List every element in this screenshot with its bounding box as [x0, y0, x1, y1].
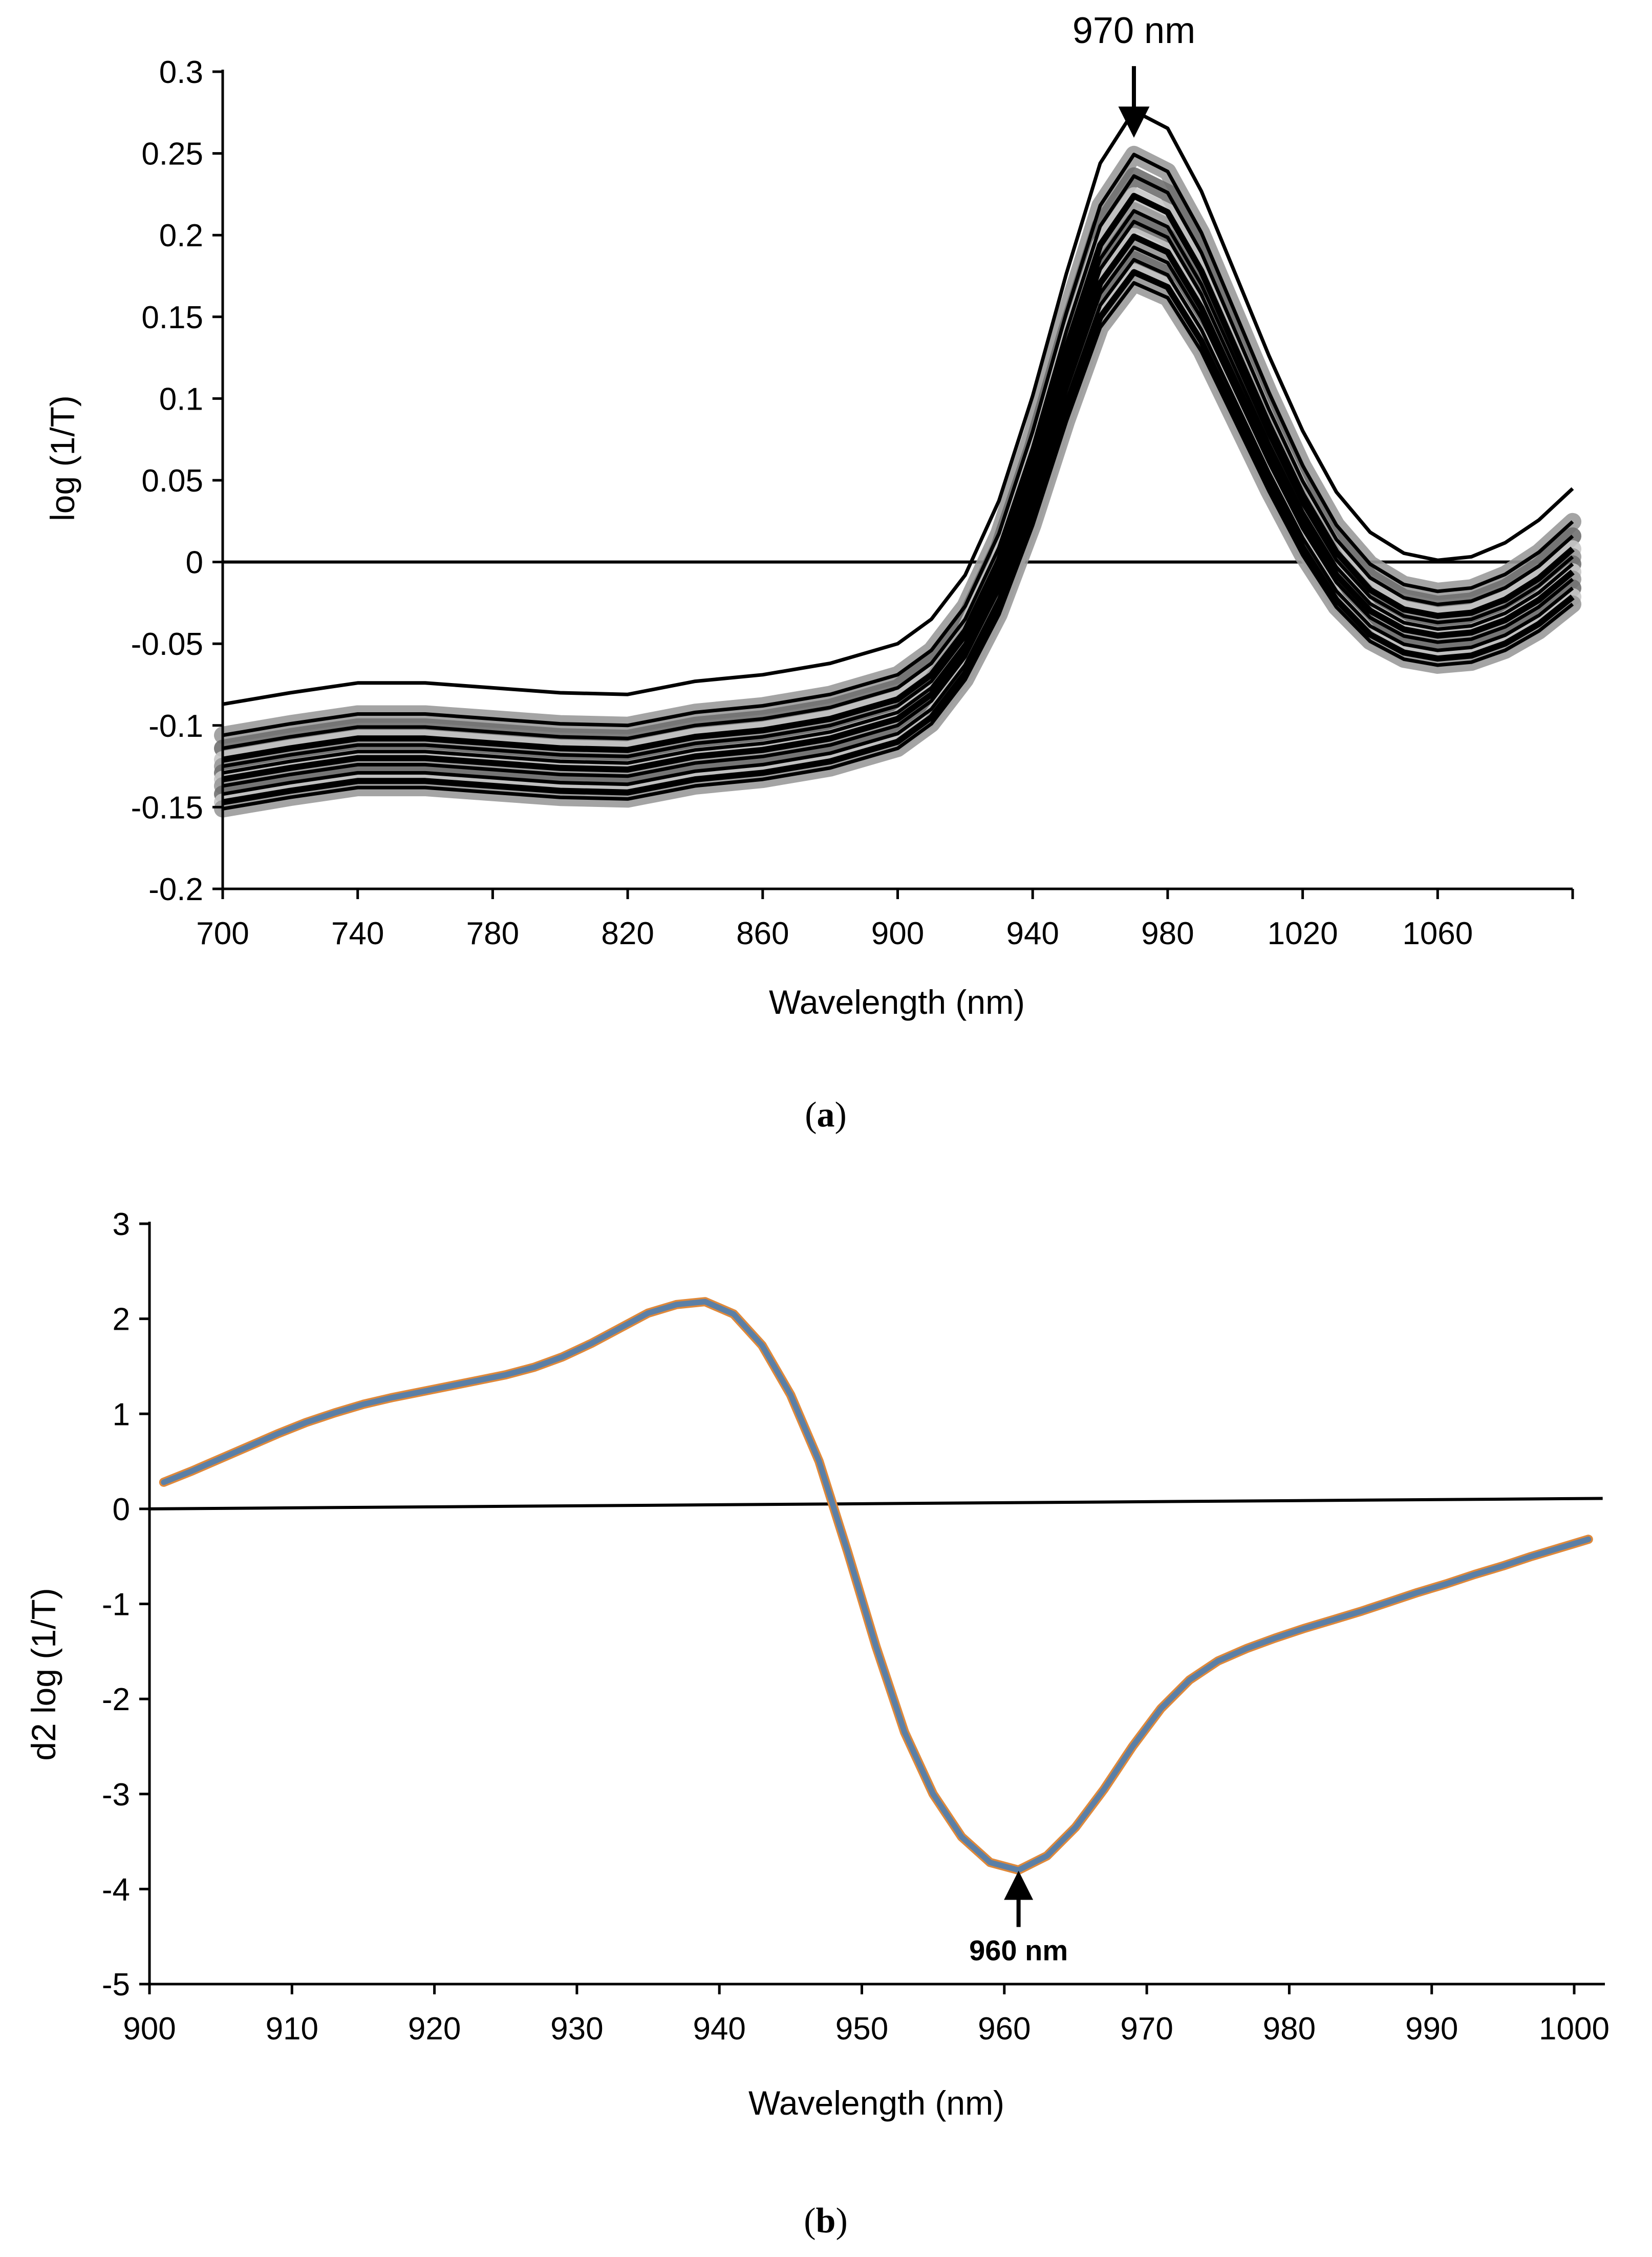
chart-a-series-line-sample-bottom [222, 281, 1574, 811]
chart-b-x-tick-label: 930 [550, 2011, 603, 2047]
chart-b-x-tick-label: 980 [1263, 2011, 1316, 2047]
chart-a-y-tick-label: 0 [186, 545, 203, 581]
chart-b-reference-line-group [149, 1497, 1603, 1510]
chart-a-series-line-sample-08 [222, 245, 1574, 788]
chart-a-y-tick-label: 0.2 [159, 218, 203, 253]
chart-a-y-tick-label: 0.15 [141, 300, 203, 335]
chart-b-annotation-arrow [1004, 1870, 1034, 1927]
chart-a-y-tick-label: -0.1 [148, 709, 203, 744]
caption-b-close: ) [835, 2201, 847, 2241]
chart-b-series-lines [159, 1297, 1593, 1875]
chart-a-series-line-sample-07 [222, 233, 1575, 783]
chart-b-y-tick-label: -2 [102, 1682, 130, 1717]
chart-b-x-tick-label: 990 [1405, 2011, 1458, 2047]
chart-a-series-line-sample-top [222, 109, 1574, 706]
chart-a-y-tick-label: 0.05 [141, 463, 203, 499]
chart-a-x-tick-label: 780 [466, 916, 519, 951]
chart-b-y-tick-label: 3 [113, 1207, 130, 1242]
chart-a-y-tick-label: 0.3 [159, 55, 203, 90]
caption-a-close: ) [835, 1095, 847, 1135]
chart-a-y-tick-label: -0.2 [148, 872, 203, 907]
chart-a-y-tick-label: -0.15 [131, 790, 203, 825]
chart-b-x-tick-label: 1000 [1539, 2011, 1610, 2047]
chart-a-x-tick-label: 860 [736, 916, 789, 951]
chart-a-x-tick-label: 980 [1141, 916, 1194, 951]
chart-b-y-axis-label: d2 log (1/T) [25, 1588, 62, 1760]
chart-a-x-ticks: 700 740 780 820 860 900 940 980 1020 1060 [196, 889, 1574, 951]
chart-b-x-ticks: 900 910 920 930 940 950 960 970 980 990 1000 [123, 1984, 1610, 2047]
chart-a-x-tick-label: 820 [601, 916, 654, 951]
caption-a-letter: a [817, 1095, 835, 1135]
chart-b-y-tick-label: -1 [102, 1587, 130, 1623]
chart-a-series-line-sample-06 [222, 220, 1574, 775]
chart-a-x-axis-label: Wavelength (nm) [769, 983, 1025, 1021]
chart-b-x-tick-label: 950 [835, 2011, 888, 2047]
chart-a-x-tick-label: 940 [1006, 916, 1059, 951]
chart-a-series-lines [222, 109, 1575, 811]
chart-a-y-ticks: -0.2 -0.15 -0.1 -0.05 0 0.05 0.1 0.15 0.2 0.25 0.3 [131, 55, 223, 907]
chart-b-x-tick-label: 940 [693, 2011, 745, 2047]
chart-b-series-line-second-derivative [161, 1298, 1592, 1873]
chart-b-y-tick-label: 2 [113, 1302, 130, 1337]
chart-b-y-tick-label: -5 [102, 1967, 130, 2003]
chart-a-x-tick-label: 1020 [1268, 916, 1338, 951]
chart-a-y-tick-label: -0.05 [131, 627, 203, 662]
chart-a-series-line-sample-03 [222, 174, 1574, 750]
chart-b-x-tick-label: 960 [978, 2011, 1031, 2047]
caption-b-letter: b [816, 2201, 836, 2241]
chart-a-x-tick-label: 740 [331, 916, 384, 951]
chart-a-series-line-sample-05 [222, 209, 1574, 769]
chart-b-y-tick-label: -4 [102, 1872, 130, 1907]
chart-b-x-axis-label: Wavelength (nm) [748, 2084, 1004, 2122]
chart-b-x-tick-label: 900 [123, 2011, 176, 2047]
caption-a-open: ( [805, 1095, 817, 1135]
chart-b-y-tick-label: -3 [102, 1777, 130, 1813]
chart-a-series-line-sample-10 [222, 269, 1575, 805]
chart-a-y-tick-label: 0.1 [159, 381, 203, 417]
chart-b-y-tick-label: 0 [113, 1492, 130, 1527]
chart-a-series-line-sample-02 [222, 153, 1574, 737]
chart-a-caption: (a) [805, 1095, 847, 1135]
chart-a-y-tick-label: 0.25 [141, 137, 203, 172]
chart-b-annotation-960nm: 960 nm [969, 1934, 1068, 1967]
chart-b-x-tick-label: 910 [266, 2011, 318, 2047]
chart-b-x-tick-label: 970 [1120, 2011, 1173, 2047]
chart-panel-a: -0.2 -0.15 -0.1 -0.05 0 0.05 0.1 0.15 0.2 0.25 0.3… [44, 10, 1581, 1135]
chart-a-series-line-sample-09 [222, 258, 1574, 796]
chart-a-x-tick-label: 700 [196, 916, 249, 951]
chart-a-y-axis-label: log (1/T) [44, 395, 81, 521]
chart-a-x-tick-label: 1060 [1402, 916, 1473, 951]
chart-b-series-outline [159, 1297, 1593, 1875]
chart-b-x-tick-label: 920 [408, 2011, 461, 2047]
chart-a-band [214, 167, 1581, 757]
chart-b-y-ticks: -5 -4 -3 -2 -1 0 1 2 3 [102, 1207, 149, 2003]
chart-a-annotation-arrow [1118, 66, 1150, 138]
chart-a-x-tick-label: 900 [871, 916, 924, 951]
chart-a-series-line-sample-04 [222, 193, 1575, 763]
chart-b-reference-line [149, 1497, 1603, 1510]
chart-b-y-tick-label: 1 [113, 1397, 130, 1432]
caption-b-open: ( [804, 2201, 816, 2241]
chart-b-caption: (b) [804, 2201, 848, 2241]
chart-a-annotation-970nm: 970 nm [1072, 10, 1195, 51]
